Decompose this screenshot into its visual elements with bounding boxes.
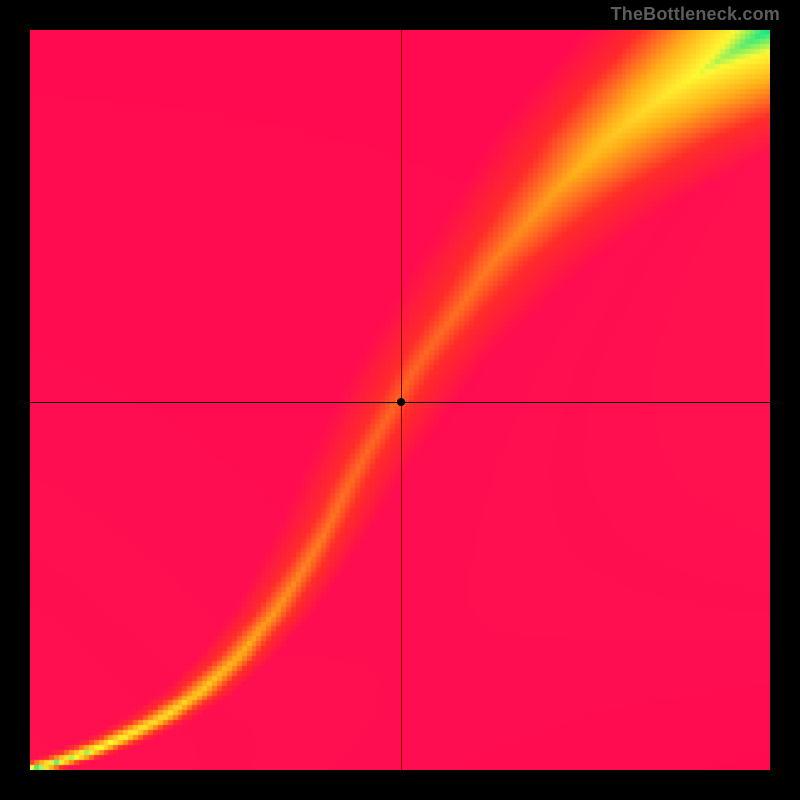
chart-frame: TheBottleneck.com [0, 0, 800, 800]
watermark-text: TheBottleneck.com [611, 4, 780, 25]
